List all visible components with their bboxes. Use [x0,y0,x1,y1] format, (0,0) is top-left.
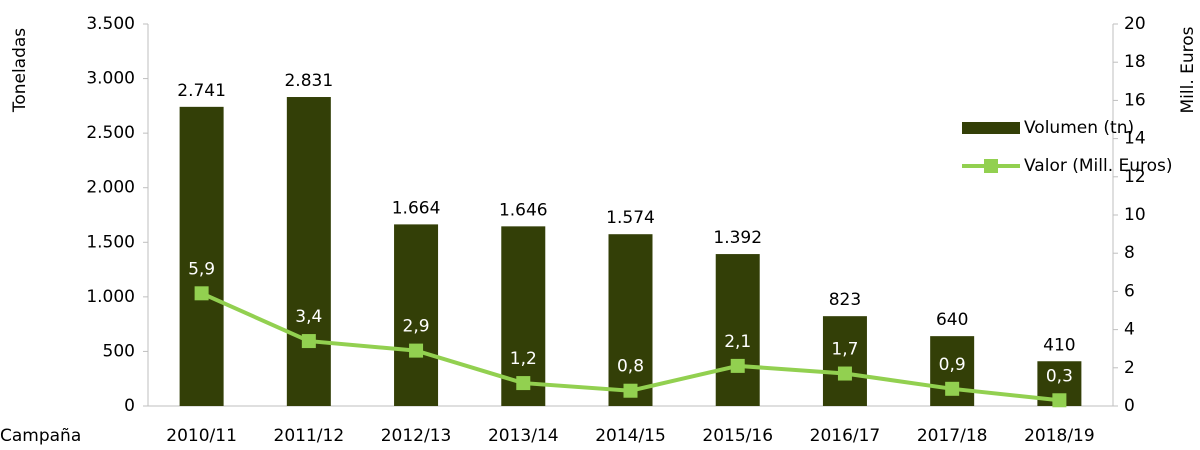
y-tick-label: 3.000 [86,69,135,89]
legend-swatch [962,122,1020,134]
x-tick-label: 2015/16 [702,426,773,446]
bar-value-label: 1.392 [713,228,762,248]
x-tick-label: 2013/14 [488,426,559,446]
line-marker [516,376,531,391]
x-tick-label: 2014/15 [595,426,666,446]
x-tick-label: 2018/19 [1024,426,1095,446]
y2-tick-label: 0 [1124,396,1135,416]
bar-value-label: 410 [1043,335,1075,355]
legend-label: Valor (Mill. Euros) [1024,156,1173,176]
y-axis-title: Toneladas [10,28,30,113]
y2-axis-title: Mill. Euros [1178,26,1198,113]
y2-tick-label: 18 [1124,52,1146,72]
line-marker [730,358,745,373]
line-marker [301,334,316,349]
line-value-label: 0,9 [939,355,966,375]
y-tick-label: 2.000 [86,178,135,198]
bar-value-label: 1.574 [606,208,655,228]
y2-tick-label: 2 [1124,358,1135,378]
legend-label: Volumen (tn) [1024,118,1134,138]
y2-tick-label: 14 [1124,129,1146,149]
line-value-label: 3,4 [295,307,322,327]
x-axis-title: Campaña [0,426,81,446]
y2-tick-label: 4 [1124,320,1135,340]
x-tick-label: 2011/12 [274,426,345,446]
bar-value-label: 823 [829,290,861,310]
bar [179,106,224,407]
line-value-label: 1,7 [831,340,858,360]
line-marker [194,286,209,301]
x-tick-label: 2016/17 [810,426,881,446]
line-marker [623,383,638,398]
y2-tick-label: 20 [1124,14,1146,34]
y2-tick-label: 10 [1124,205,1146,225]
line-marker [945,381,960,396]
bar [394,224,439,406]
line-value-label: 5,9 [188,259,215,279]
y2-tick-label: 16 [1124,90,1146,110]
x-tick-label: 2017/18 [917,426,988,446]
x-tick-label: 2012/13 [381,426,452,446]
bar-value-label: 640 [936,310,968,330]
line-marker [409,343,424,358]
bar-value-label: 2.831 [284,71,333,91]
y-tick-label: 3.500 [86,14,135,34]
bar [608,234,653,406]
x-tick-label: 2010/11 [166,426,237,446]
line-value-label: 1,2 [510,349,537,369]
bar-value-label: 2.741 [177,81,226,101]
line-value-label: 0,8 [617,357,644,377]
y-tick-label: 1.500 [86,232,135,252]
y-tick-label: 500 [103,341,135,361]
line-value-label: 0,3 [1046,366,1073,386]
line-value-label: 2,9 [403,317,430,337]
bar-value-label: 1.664 [392,198,441,218]
y-tick-label: 1.000 [86,287,135,307]
line-marker [837,366,852,381]
line-value-label: 2,1 [724,332,751,352]
y-tick-label: 2.500 [86,123,135,143]
y2-tick-label: 8 [1124,243,1135,263]
bar [501,226,546,406]
bar [715,254,760,406]
bar [822,316,867,406]
bar-value-label: 1.646 [499,200,548,220]
y2-tick-label: 12 [1124,167,1146,187]
y2-tick-label: 6 [1124,281,1135,301]
bar [286,97,331,406]
legend-marker [984,159,998,173]
y-tick-label: 0 [124,396,135,416]
line-marker [1052,393,1067,408]
